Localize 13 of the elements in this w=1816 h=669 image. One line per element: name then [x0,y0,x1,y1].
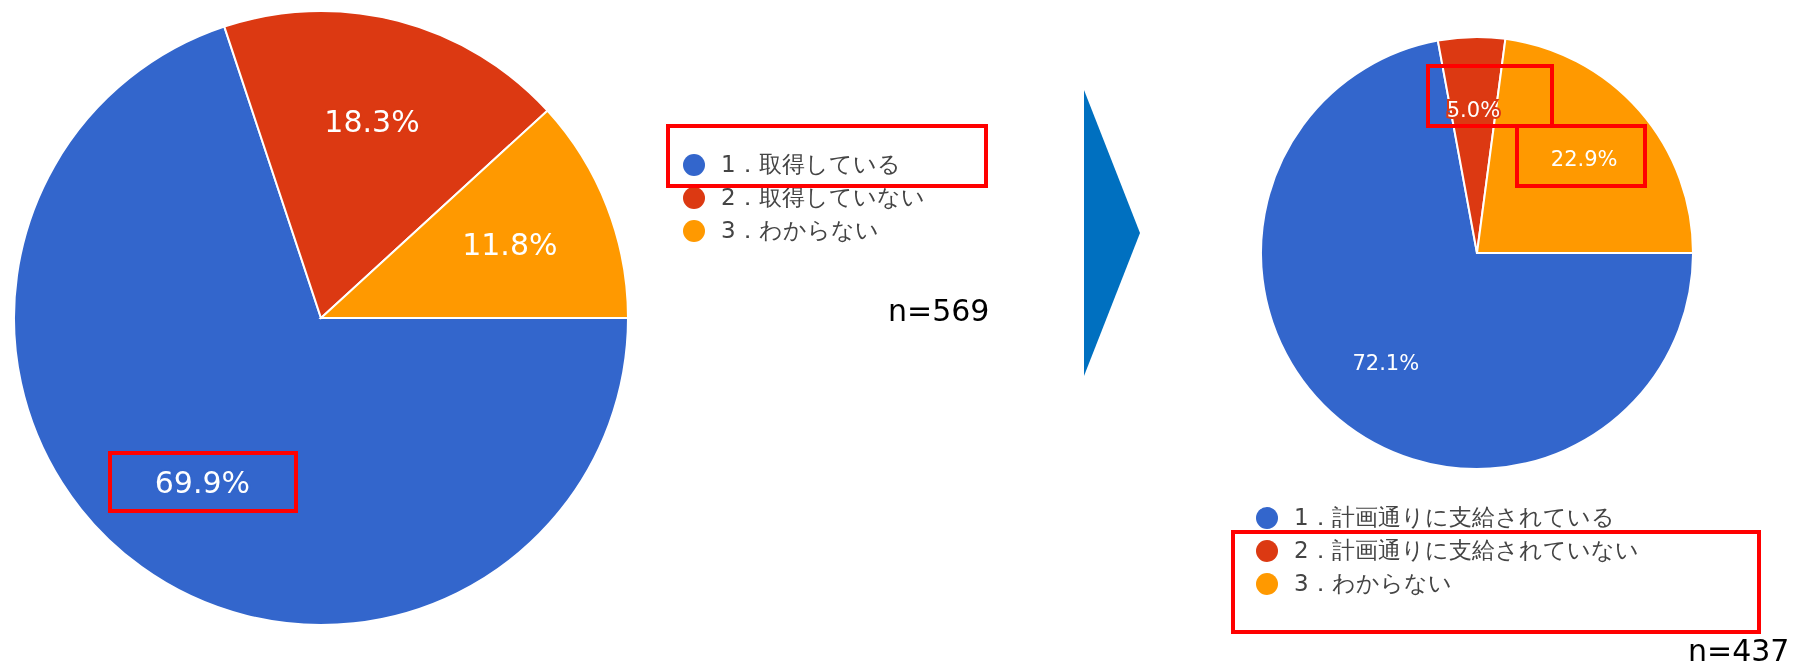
legend-label: 1．計画通りに支給されている [1294,503,1615,532]
legend-label: 3．わからない [1294,569,1452,598]
text: n=569 [888,293,990,328]
pie-slice [1260,39,1694,470]
data-label: 18.3% [324,104,420,140]
text: n=437 [1688,633,1790,668]
legend-label: 1．取得している [721,150,901,179]
legend-label: 2．計画通りに支給されていない [1294,536,1639,565]
data-label: 69.9% [154,464,251,500]
legend-label: 3．わからない [721,216,879,245]
data-label: 11.8% [462,227,558,263]
data-label: 22.9% [1550,147,1618,172]
data-label: 72.1% [1352,350,1420,375]
